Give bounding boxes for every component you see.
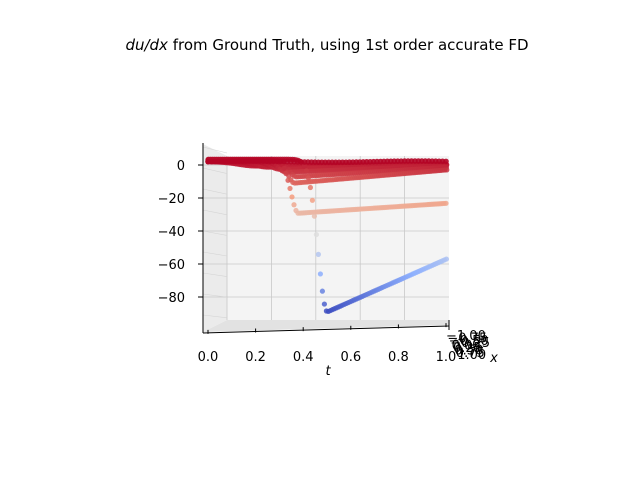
x-tick-label-3: −0.25 (450, 336, 490, 351)
grid-line-x-left-8 (202, 314, 228, 319)
z-tick-label-4: −80 (158, 291, 185, 306)
data-point-c7-50 (305, 175, 311, 181)
axes-frame (202, 143, 450, 334)
data-point-c7-54 (313, 231, 319, 238)
t-axis-label: t (325, 364, 331, 379)
z-tick-label-3: −60 (158, 258, 185, 273)
data-point-c7-51 (307, 184, 313, 191)
chart-title: du/dx from Ground Truth, using 1st order… (125, 36, 528, 54)
data-point-c6-42 (289, 194, 295, 200)
chart-title-rest: from Ground Truth, using 1st order accur… (168, 36, 529, 54)
x-tick-label-4: 0.00 (452, 339, 481, 354)
x-tick-label-6: 0.50 (454, 343, 483, 358)
x-axis-ticks: −1.00−0.75−0.50−0.250.000.250.500.751.00 (446, 329, 490, 363)
floor-pane-fill (203, 320, 449, 332)
data-point-c7-56 (317, 271, 323, 277)
data-point-c6-39 (283, 170, 289, 177)
t-tick-label-1: 0.2 (245, 350, 266, 365)
z-axis-ticks: 0 −20 −40 −60 −80 (158, 159, 203, 306)
z-tick-label-0: 0 (177, 159, 185, 174)
t-axis-ticks: 0.0 0.2 0.4 0.6 0.8 1.0 (198, 323, 457, 365)
t-tick-label-2: 0.4 (293, 350, 314, 365)
grid-line-x-left-3 (202, 209, 228, 216)
data-point-c7-52 (309, 197, 315, 203)
data-point-c7-55 (315, 251, 321, 257)
grid-line-x-left-0 (202, 146, 228, 154)
data-point-c7-58 (321, 301, 327, 307)
grid-line-x-left-7 (202, 293, 228, 298)
data-point-c6-40 (285, 177, 291, 183)
x-axis-label: x (489, 351, 498, 366)
data-point-c7-48 (301, 163, 307, 169)
data-point-c7-119 (443, 256, 449, 262)
t-tick-label-5: 1.0 (436, 350, 457, 365)
grid-line-x-left-5 (202, 251, 228, 257)
x-tick-label-5: 0.25 (453, 341, 482, 356)
left-pane-fill (203, 144, 227, 332)
grid-line-x-left-1 (202, 167, 228, 174)
t-tick-label-4: 0.8 (388, 350, 409, 365)
data-points (205, 156, 450, 315)
grid-line-x-left-6 (202, 272, 228, 277)
x-tick-label-2: −0.50 (449, 334, 489, 349)
z-tick-label-2: −40 (158, 225, 185, 240)
data-point-c6-119 (443, 200, 449, 206)
data-point-c5-119 (444, 167, 450, 173)
data-point-c7-49 (303, 168, 309, 174)
x-tick-label-8: 1.00 (457, 348, 486, 363)
data-point-c7-53 (311, 213, 317, 219)
data-point-c6-41 (287, 185, 293, 192)
t-axis-line (202, 325, 450, 334)
back-pane (203, 144, 449, 332)
grid-line-x-left-2 (202, 188, 228, 195)
chart-title-italic: du/dx (125, 36, 168, 54)
data-point-top-69 (443, 158, 449, 165)
x-tick-label-7: 0.75 (456, 346, 485, 361)
x-tick-label-0: −1.00 (446, 329, 486, 344)
t-tick-label-0: 0.0 (198, 350, 219, 365)
z-tick-label-1: −20 (158, 192, 185, 207)
grid-line-x-left-4 (202, 230, 228, 236)
data-point-c6-43 (291, 202, 297, 208)
t-tick-label-3: 0.6 (340, 350, 361, 365)
x-tick-label-1: −0.75 (447, 331, 487, 346)
data-point-c7-57 (319, 288, 325, 294)
back-pane-fill (227, 156, 449, 320)
data-point-c6-38 (281, 165, 287, 171)
